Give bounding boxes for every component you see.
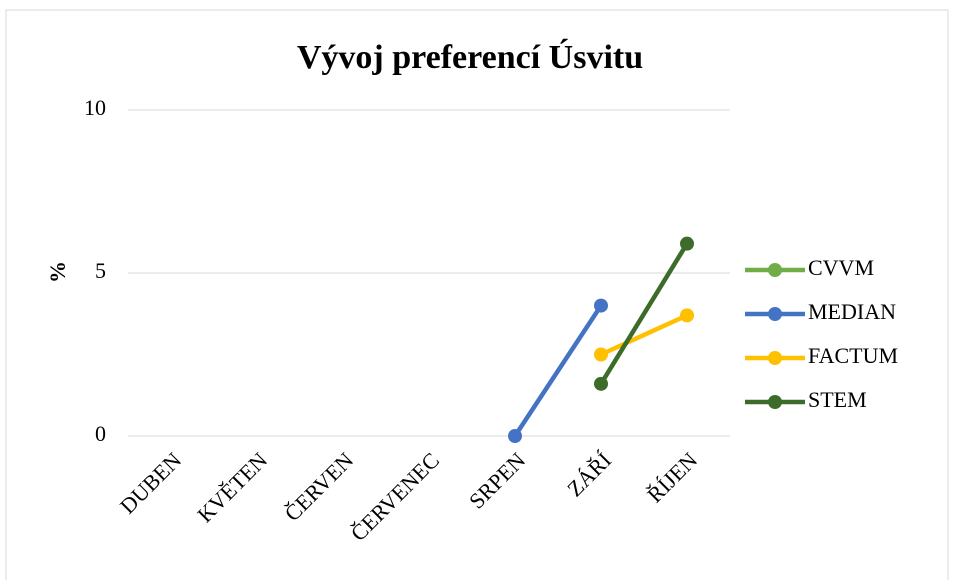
y-tick-label: 5 (95, 258, 106, 283)
data-point (680, 236, 694, 251)
legend-label: CVVM (808, 255, 874, 280)
data-point (594, 376, 608, 391)
data-point (594, 347, 608, 362)
series-line (513, 304, 603, 438)
chart-title: Vývoj preferencí Úsvitu (297, 38, 643, 76)
legend-marker (768, 395, 782, 409)
legend-label: MEDIAN (808, 299, 896, 324)
series-line (599, 242, 689, 386)
legend-marker (768, 307, 782, 321)
data-point (680, 308, 694, 323)
legend-marker (768, 263, 782, 277)
data-point (594, 298, 608, 313)
legend-label: FACTUM (808, 343, 898, 368)
y-tick-label: 10 (84, 95, 106, 120)
series-line (600, 313, 688, 357)
legend-label: STEM (808, 387, 867, 412)
chart-border (5, 9, 949, 585)
data-point (508, 429, 522, 443)
y-axis-label: % (45, 261, 70, 283)
legend-marker (768, 351, 782, 365)
y-tick-label: 0 (95, 421, 106, 446)
